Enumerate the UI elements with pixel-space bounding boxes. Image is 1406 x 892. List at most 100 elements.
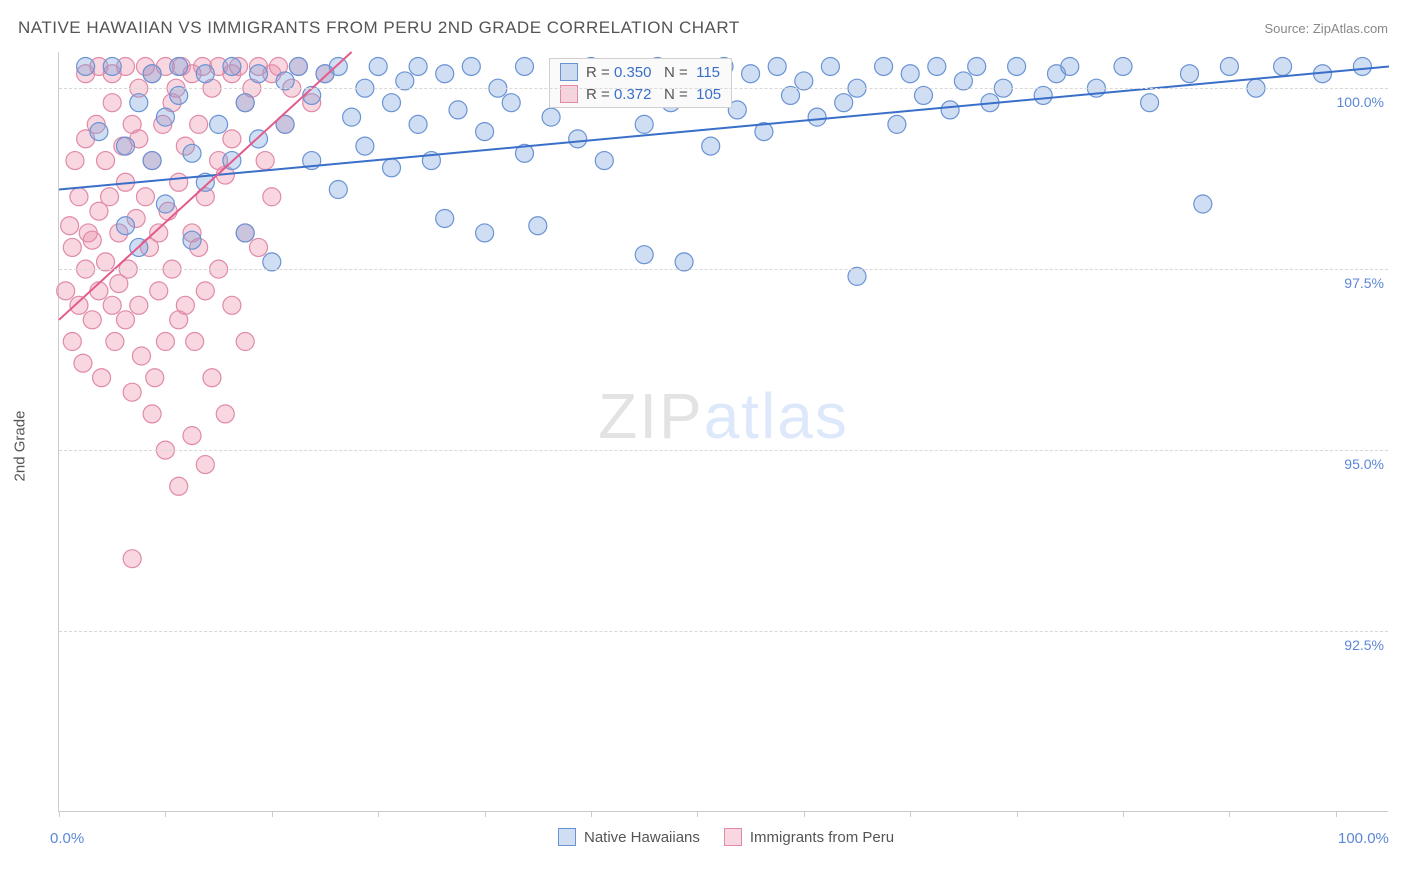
- x-tick: [378, 811, 379, 817]
- source-label: Source: ZipAtlas.com: [1264, 21, 1388, 36]
- data-point: [101, 188, 119, 206]
- data-point: [1114, 57, 1132, 75]
- data-point: [702, 137, 720, 155]
- stats-legend-box: R = 0.350 N = 115 R = 0.372 N = 105: [549, 58, 732, 108]
- data-point: [117, 311, 135, 329]
- data-point: [329, 181, 347, 199]
- data-point: [1274, 57, 1292, 75]
- data-point: [595, 152, 613, 170]
- data-point: [1061, 57, 1079, 75]
- data-point: [236, 333, 254, 351]
- data-point: [183, 427, 201, 445]
- data-point: [1181, 65, 1199, 83]
- data-point: [256, 152, 274, 170]
- data-point: [83, 231, 101, 249]
- data-point: [1008, 57, 1026, 75]
- stats-row: R = 0.372 N = 105: [550, 83, 731, 105]
- data-point: [93, 369, 111, 387]
- gridline: [59, 450, 1388, 451]
- chart-title: NATIVE HAWAIIAN VS IMMIGRANTS FROM PERU …: [18, 18, 740, 38]
- data-point: [409, 57, 427, 75]
- data-point: [203, 369, 221, 387]
- data-point: [156, 333, 174, 351]
- y-tick-label: 95.0%: [1344, 456, 1390, 472]
- gridline: [59, 269, 1388, 270]
- data-point: [875, 57, 893, 75]
- x-tick: [1336, 811, 1337, 817]
- data-point: [170, 477, 188, 495]
- data-point: [250, 65, 268, 83]
- x-tick: [165, 811, 166, 817]
- data-point: [263, 188, 281, 206]
- scatter-plot-svg: [59, 52, 1388, 811]
- x-tick: [272, 811, 273, 817]
- data-point: [223, 296, 241, 314]
- data-point: [476, 123, 494, 141]
- data-point: [130, 94, 148, 112]
- stats-text: R = 0.350 N = 115: [586, 64, 720, 81]
- data-point: [216, 405, 234, 423]
- data-point: [356, 137, 374, 155]
- data-point: [968, 57, 986, 75]
- stats-row: R = 0.350 N = 115: [550, 61, 731, 83]
- data-point: [343, 108, 361, 126]
- y-tick-label: 100.0%: [1337, 94, 1390, 110]
- x-tick: [1123, 811, 1124, 817]
- data-point: [143, 152, 161, 170]
- data-point: [1141, 94, 1159, 112]
- data-point: [821, 57, 839, 75]
- data-point: [476, 224, 494, 242]
- data-point: [103, 94, 121, 112]
- legend-label: Native Hawaiians: [584, 829, 700, 846]
- data-point: [635, 115, 653, 133]
- data-point: [569, 130, 587, 148]
- data-point: [742, 65, 760, 83]
- data-point: [210, 115, 228, 133]
- data-point: [74, 354, 92, 372]
- data-point: [835, 94, 853, 112]
- data-point: [1353, 57, 1371, 75]
- data-point: [635, 246, 653, 264]
- data-point: [196, 65, 214, 83]
- data-point: [156, 195, 174, 213]
- data-point: [70, 188, 88, 206]
- legend-item: Immigrants from Peru: [724, 828, 894, 846]
- data-point: [289, 57, 307, 75]
- data-point: [196, 456, 214, 474]
- data-point: [183, 231, 201, 249]
- data-point: [61, 217, 79, 235]
- data-point: [143, 405, 161, 423]
- data-point: [369, 57, 387, 75]
- data-point: [117, 217, 135, 235]
- data-point: [83, 311, 101, 329]
- data-point: [146, 369, 164, 387]
- data-point: [57, 282, 75, 300]
- x-tick: [485, 811, 486, 817]
- data-point: [170, 173, 188, 191]
- data-point: [136, 188, 154, 206]
- data-point: [183, 144, 201, 162]
- data-point: [186, 333, 204, 351]
- data-point: [143, 65, 161, 83]
- data-point: [1194, 195, 1212, 213]
- data-point: [808, 108, 826, 126]
- data-point: [1220, 57, 1238, 75]
- x-tick: [59, 811, 60, 817]
- data-point: [529, 217, 547, 235]
- data-point: [768, 57, 786, 75]
- data-point: [236, 94, 254, 112]
- data-point: [436, 209, 454, 227]
- data-point: [156, 108, 174, 126]
- data-point: [70, 296, 88, 314]
- data-point: [123, 550, 141, 568]
- data-point: [150, 282, 168, 300]
- data-point: [542, 108, 560, 126]
- legend-swatch: [724, 828, 742, 846]
- data-point: [449, 101, 467, 119]
- legend-item: Native Hawaiians: [558, 828, 700, 846]
- x-axis-min-label: 0.0%: [50, 830, 84, 847]
- y-axis-title: 2nd Grade: [12, 411, 29, 482]
- data-point: [123, 383, 141, 401]
- data-point: [250, 238, 268, 256]
- chart-plot-area: ZIPatlas R = 0.350 N = 115R = 0.372 N = …: [58, 52, 1388, 812]
